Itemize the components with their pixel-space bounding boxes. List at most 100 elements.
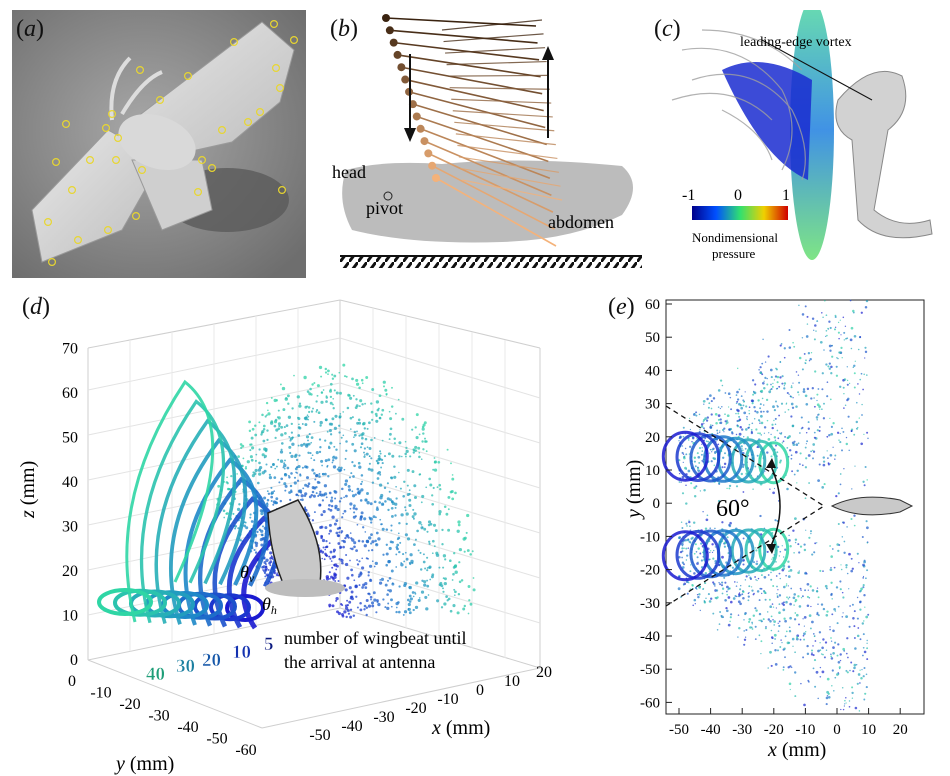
top-view-point	[824, 299, 826, 302]
top-view-point	[712, 447, 715, 450]
wing-return-line	[454, 121, 555, 132]
top-view-point	[778, 385, 781, 388]
trajectory-point	[468, 599, 471, 602]
top-view-point	[755, 549, 758, 552]
top-view-point	[858, 393, 861, 395]
trajectory-point	[354, 493, 357, 496]
tracking-marker	[244, 117, 253, 126]
trajectory-point	[315, 492, 318, 495]
wing-root-dot	[424, 149, 433, 158]
top-view-point	[764, 376, 767, 379]
trajectory-point	[398, 441, 402, 445]
wing-stroke-line	[405, 78, 544, 112]
trajectory-point	[338, 466, 341, 469]
top-view-point	[712, 457, 715, 460]
top-view-point	[856, 682, 859, 685]
trajectory-point	[428, 540, 431, 543]
trajectory-point	[275, 497, 279, 501]
trajectory-point	[345, 449, 348, 452]
trajectory-point	[402, 613, 405, 616]
top-view-point	[836, 431, 840, 434]
trajectory-point	[328, 571, 331, 574]
trajectory-point	[344, 482, 348, 486]
top-view-point	[853, 364, 856, 368]
moth-body-model	[835, 71, 933, 239]
trajectory-point	[282, 408, 286, 412]
trajectory-point	[350, 573, 354, 577]
trajectory-point	[288, 435, 291, 438]
top-view-point	[813, 635, 816, 638]
top-view-point	[735, 394, 738, 396]
top-view-point	[766, 451, 769, 454]
top-view-point	[726, 487, 728, 490]
top-view-point	[710, 550, 712, 552]
trajectory-point	[265, 503, 269, 506]
top-view-point	[850, 569, 854, 573]
top-view-point	[851, 697, 854, 699]
top-view-point	[777, 437, 780, 440]
top-view-point	[802, 656, 805, 659]
top-view-point	[691, 437, 695, 440]
tracking-marker	[208, 164, 217, 173]
trajectory-point	[395, 412, 397, 415]
top-view-point	[712, 581, 715, 584]
top-view-point	[724, 413, 726, 416]
trajectory-point	[431, 552, 434, 555]
z-tick-label: 40	[62, 474, 78, 491]
top-view-point	[803, 616, 807, 619]
trajectory-point	[311, 519, 315, 522]
trajectory-point	[298, 423, 300, 426]
wing-stroke-line	[408, 91, 546, 129]
top-view-point	[790, 402, 794, 406]
top-view-point	[707, 593, 710, 596]
top-view-point	[835, 494, 838, 498]
trajectory-point	[327, 458, 331, 462]
trajectory-point	[365, 613, 368, 617]
top-view-point	[848, 552, 851, 556]
top-view-point	[725, 561, 728, 564]
top-view-point	[750, 586, 753, 588]
top-view-point	[727, 623, 731, 627]
top-view-point	[697, 466, 699, 469]
top-view-point	[742, 537, 745, 540]
top-view-point	[685, 502, 688, 505]
top-view-point	[809, 530, 813, 533]
trajectory-point	[269, 551, 273, 555]
top-view-point	[744, 636, 747, 638]
head-label: head	[332, 162, 366, 182]
trajectory-point	[349, 416, 353, 420]
trajectory-point	[397, 398, 400, 401]
trajectory-point	[368, 421, 371, 425]
top-view-point	[842, 430, 845, 433]
trajectory-point	[370, 542, 373, 545]
trajectory-point	[409, 597, 413, 601]
trajectory-point	[404, 440, 407, 443]
trajectory-point	[365, 452, 369, 456]
top-view-point	[701, 443, 703, 445]
trajectory-point	[334, 414, 338, 418]
top-view-point	[858, 710, 861, 712]
trajectory-point	[408, 600, 412, 603]
y-tick-label: -10	[90, 685, 111, 702]
trajectory-point	[354, 584, 358, 588]
trajectory-point	[388, 432, 392, 436]
top-view-point	[758, 619, 760, 622]
trajectory-point	[443, 505, 447, 508]
trajectory-point	[298, 402, 302, 405]
top-view-point	[843, 540, 846, 543]
top-view-point	[759, 371, 762, 374]
trajectory-point	[443, 581, 447, 586]
top-view-point	[715, 422, 718, 425]
trajectory-point	[376, 461, 380, 465]
top-view-point	[816, 393, 819, 396]
trajectory-point	[469, 602, 473, 606]
top-view-point	[799, 452, 802, 455]
top-view-point	[796, 469, 799, 473]
trajectory-point	[428, 565, 432, 569]
top-view-point	[823, 656, 826, 659]
top-view-point	[748, 620, 751, 623]
top-view-point	[856, 401, 858, 404]
top-view-point	[712, 612, 715, 615]
top-view-point	[829, 626, 831, 628]
top-view-point	[706, 514, 709, 517]
